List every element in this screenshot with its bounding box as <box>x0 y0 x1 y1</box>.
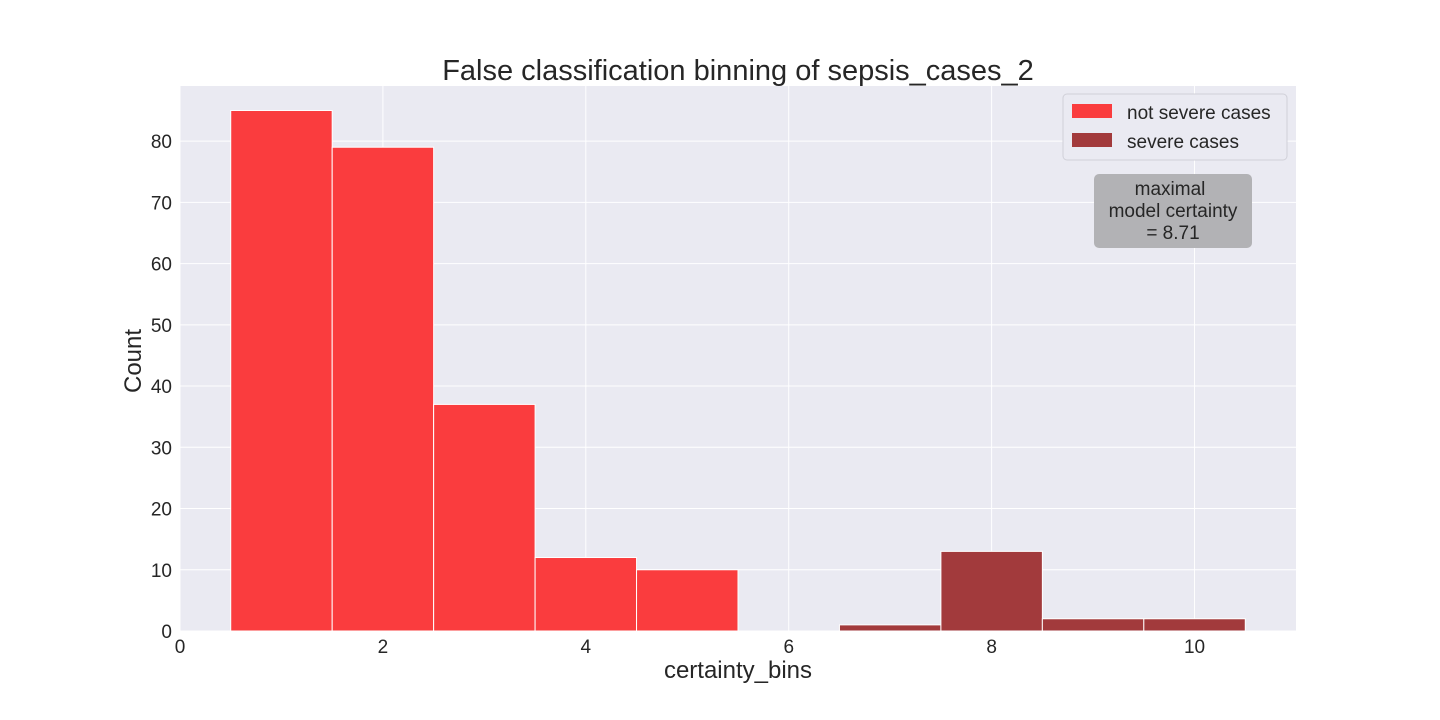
bar-not-severe-2 <box>331 146 435 632</box>
y-tick-label: 20 <box>151 500 172 521</box>
y-axis-label: Count <box>120 329 147 393</box>
x-tick-label: 0 <box>175 637 186 658</box>
chart-title: False classification binning of sepsis_c… <box>442 55 1034 87</box>
annotation-background <box>1094 174 1252 248</box>
y-tick-label: 50 <box>151 316 172 337</box>
annotation-box: maximal model certainty = 8.71 <box>1094 174 1252 248</box>
x-tick-label: 10 <box>1184 637 1205 658</box>
bar-not-severe-3 <box>433 403 536 632</box>
legend-label-not-severe: not severe cases <box>1127 103 1271 124</box>
bar-severe-9 <box>1041 618 1145 632</box>
x-axis-ticks: 0 2 4 6 8 10 <box>175 637 1205 658</box>
y-tick-label: 0 <box>161 622 172 643</box>
y-tick-label: 30 <box>151 438 172 459</box>
x-axis-label: certainty_bins <box>664 657 812 684</box>
y-tick-label: 10 <box>151 561 172 582</box>
y-tick-label: 40 <box>151 377 172 398</box>
annotation-line-1: maximal <box>1135 179 1206 200</box>
bar-severe-8 <box>940 550 1043 632</box>
bar-not-severe-4 <box>534 557 638 632</box>
bar-not-severe-1 <box>230 109 333 632</box>
annotation-line-3: = 8.71 <box>1146 223 1199 244</box>
bars <box>230 109 1246 632</box>
bar-severe-10 <box>1143 618 1246 632</box>
bar-severe-7 <box>838 624 942 632</box>
x-tick-label: 8 <box>986 637 997 658</box>
legend: not severe cases severe cases <box>1062 93 1288 161</box>
legend-swatch-severe <box>1072 133 1112 147</box>
legend-box <box>1062 93 1288 161</box>
x-tick-label: 2 <box>378 637 389 658</box>
x-tick-label: 6 <box>783 637 794 658</box>
y-tick-label: 70 <box>151 193 172 214</box>
legend-label-severe: severe cases <box>1127 132 1239 153</box>
annotation-line-2: model certainty <box>1109 201 1238 222</box>
x-tick-label: 4 <box>581 637 592 658</box>
legend-swatch-not-severe <box>1072 104 1112 118</box>
y-axis-ticks: 0 10 20 30 40 50 60 70 80 <box>151 132 172 643</box>
y-tick-label: 80 <box>151 132 172 153</box>
y-tick-label: 60 <box>151 255 172 276</box>
bar-not-severe-5 <box>636 569 739 632</box>
